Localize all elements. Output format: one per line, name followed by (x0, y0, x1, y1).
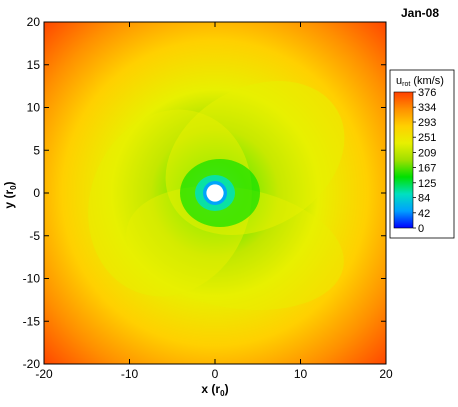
colorbar-tick-label: 293 (418, 117, 436, 129)
y-tick-label: -15 (23, 314, 41, 328)
x-tick-label: 20 (379, 367, 393, 381)
colorbar-tick-label: 209 (418, 147, 436, 159)
colorbar-tick-label: 0 (418, 223, 424, 235)
x-tick-label: 0 (212, 367, 219, 381)
colorbar-title: urot (km/s) (396, 75, 444, 88)
x-axis-label: x (r0) (201, 382, 228, 398)
colorbar-tick-label: 42 (418, 208, 430, 220)
colorbar-tick-label: 125 (418, 178, 436, 190)
x-axis-ticks: -20 -10 0 10 20 (35, 22, 393, 381)
y-tick-label: 15 (27, 58, 41, 72)
y-tick-label: -5 (29, 229, 40, 243)
y-tick-label: 10 (27, 101, 41, 115)
inner-boundary-hole (206, 184, 224, 202)
y-axis-ticks: -20 -15 -10 -5 0 5 10 15 20 (23, 15, 386, 371)
heatmap-lobe (126, 185, 344, 311)
heatmap-lobe (88, 109, 252, 297)
colorbar-tick-label: 84 (418, 193, 430, 205)
y-tick-label: 20 (27, 15, 41, 29)
y-axis-label: y (r0) (2, 181, 18, 208)
colorbar-tick-label: 376 (418, 87, 436, 99)
colorbar-ticks: 376 334 293 251 209 167 125 84 42 0 (413, 87, 436, 235)
y-tick-label: -20 (23, 357, 41, 371)
x-tick-label: 10 (294, 367, 308, 381)
x-tick-label: -20 (35, 367, 53, 381)
x-tick-label: -10 (121, 367, 139, 381)
colorbar-tick-label: 167 (418, 163, 436, 175)
y-tick-label: -10 (23, 272, 41, 286)
colorbar-tick-label: 251 (418, 132, 436, 144)
colorbar (393, 91, 414, 229)
chart-title: Jan-08 (401, 6, 439, 20)
y-tick-label: 5 (33, 143, 40, 157)
colorbar-tick-label: 334 (418, 102, 436, 114)
y-tick-label: 0 (33, 186, 40, 200)
